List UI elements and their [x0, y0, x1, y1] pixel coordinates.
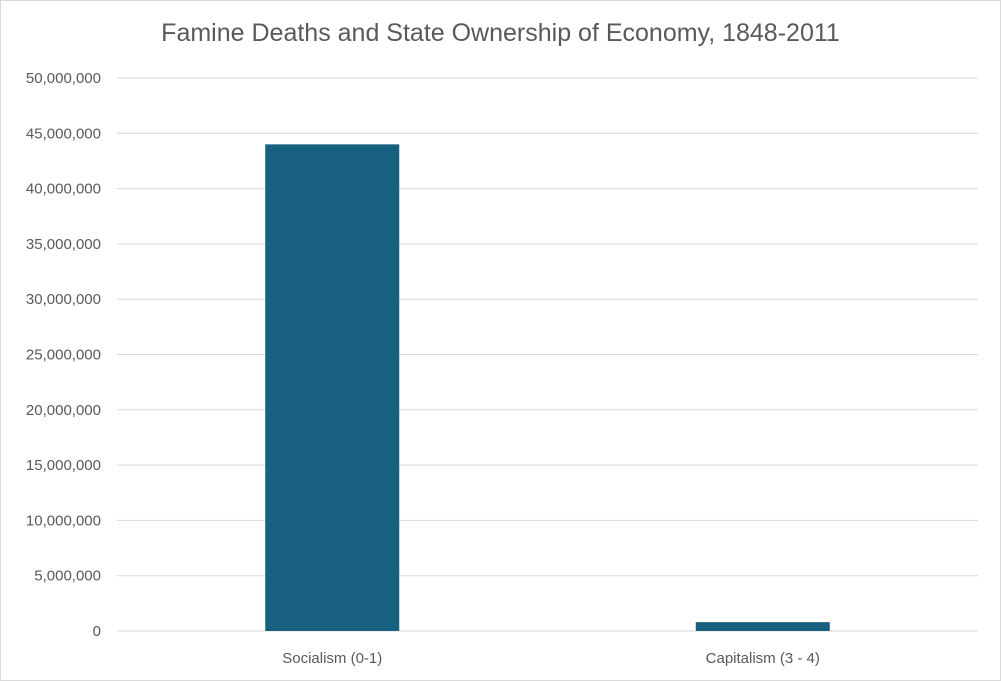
y-tick-label: 20,000,000 — [26, 402, 101, 419]
y-tick-label: 25,000,000 — [26, 347, 101, 364]
chart-title: Famine Deaths and State Ownership of Eco… — [161, 19, 840, 47]
x-axis-category-labels: Socialism (0-1) Capitalism (3 - 4) — [282, 650, 820, 667]
y-tick-label: 35,000,000 — [26, 236, 101, 253]
x-category-label: Socialism (0-1) — [282, 650, 382, 667]
y-tick-label: 45,000,000 — [26, 125, 101, 142]
bar — [265, 144, 400, 632]
bars — [265, 144, 830, 632]
bar — [695, 622, 830, 631]
y-axis-tick-labels: 0 5,000,000 10,000,000 15,000,000 20,000,000… — [26, 70, 101, 640]
y-tick-label: 30,000,000 — [26, 291, 101, 308]
y-tick-label: 5,000,000 — [34, 568, 101, 585]
x-category-label: Capitalism (3 - 4) — [706, 650, 820, 667]
y-tick-label: 40,000,000 — [26, 181, 101, 198]
y-tick-label: 0 — [93, 623, 101, 640]
gridlines — [117, 77, 978, 632]
y-tick-label: 15,000,000 — [26, 457, 101, 474]
y-tick-label: 10,000,000 — [26, 512, 101, 529]
y-tick-label: 50,000,000 — [26, 70, 101, 87]
